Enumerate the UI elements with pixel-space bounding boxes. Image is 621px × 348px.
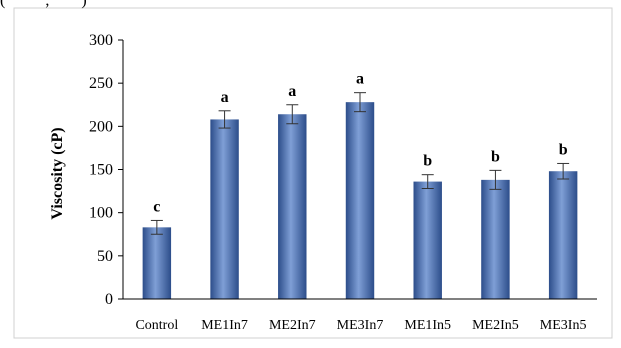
error-bar [286, 104, 299, 125]
header-fragment: ( , ) [0, 0, 87, 9]
bar [278, 114, 307, 299]
significance-letter: c [153, 198, 160, 215]
y-tick-label: 100 [89, 205, 113, 222]
chart-frame [13, 7, 613, 339]
x-tick-label: ME1In7 [201, 318, 248, 333]
x-tick-label: ME3In5 [540, 318, 587, 333]
x-tick-label: ME1In5 [404, 318, 451, 333]
bar [481, 179, 510, 299]
y-tick-label: 300 [89, 32, 113, 49]
x-tick-label: Control [135, 318, 178, 333]
significance-letter: b [491, 148, 500, 165]
significance-letter: b [559, 141, 568, 158]
error-bar [354, 92, 366, 113]
bar [210, 119, 239, 299]
significance-letter: a [221, 89, 229, 106]
y-tick-label: 200 [89, 118, 113, 135]
error-bar [557, 162, 570, 180]
y-tick-label: 250 [89, 75, 113, 92]
bar [548, 171, 578, 299]
significance-letter: a [356, 71, 364, 88]
y-axis-ticks: 0 50 100 150 200 250 300 [89, 32, 123, 308]
significance-letter: a [288, 83, 296, 100]
error-bar [421, 174, 434, 189]
significance-letter: b [423, 153, 432, 170]
y-tick-label: 0 [105, 291, 113, 308]
x-axis-labels: Control ME1In7 ME2In7 ME3In7 ME1In5 ME2In5 ME3… [135, 318, 586, 333]
error-bar [150, 219, 163, 235]
x-tick-label: ME2In5 [472, 318, 519, 333]
x-tick-label: ME3In7 [337, 318, 384, 333]
error-bar [218, 110, 231, 129]
y-tick-label: 150 [89, 162, 113, 179]
error-bar [489, 169, 502, 190]
x-tick-label: ME2In7 [269, 318, 316, 333]
bars-group: c a a a b b b [142, 71, 578, 299]
bar [345, 102, 375, 299]
y-axis-title: Viscosity (cP) [49, 127, 66, 219]
y-tick-label: 50 [97, 248, 113, 265]
bar [413, 181, 442, 299]
bar [142, 227, 172, 299]
